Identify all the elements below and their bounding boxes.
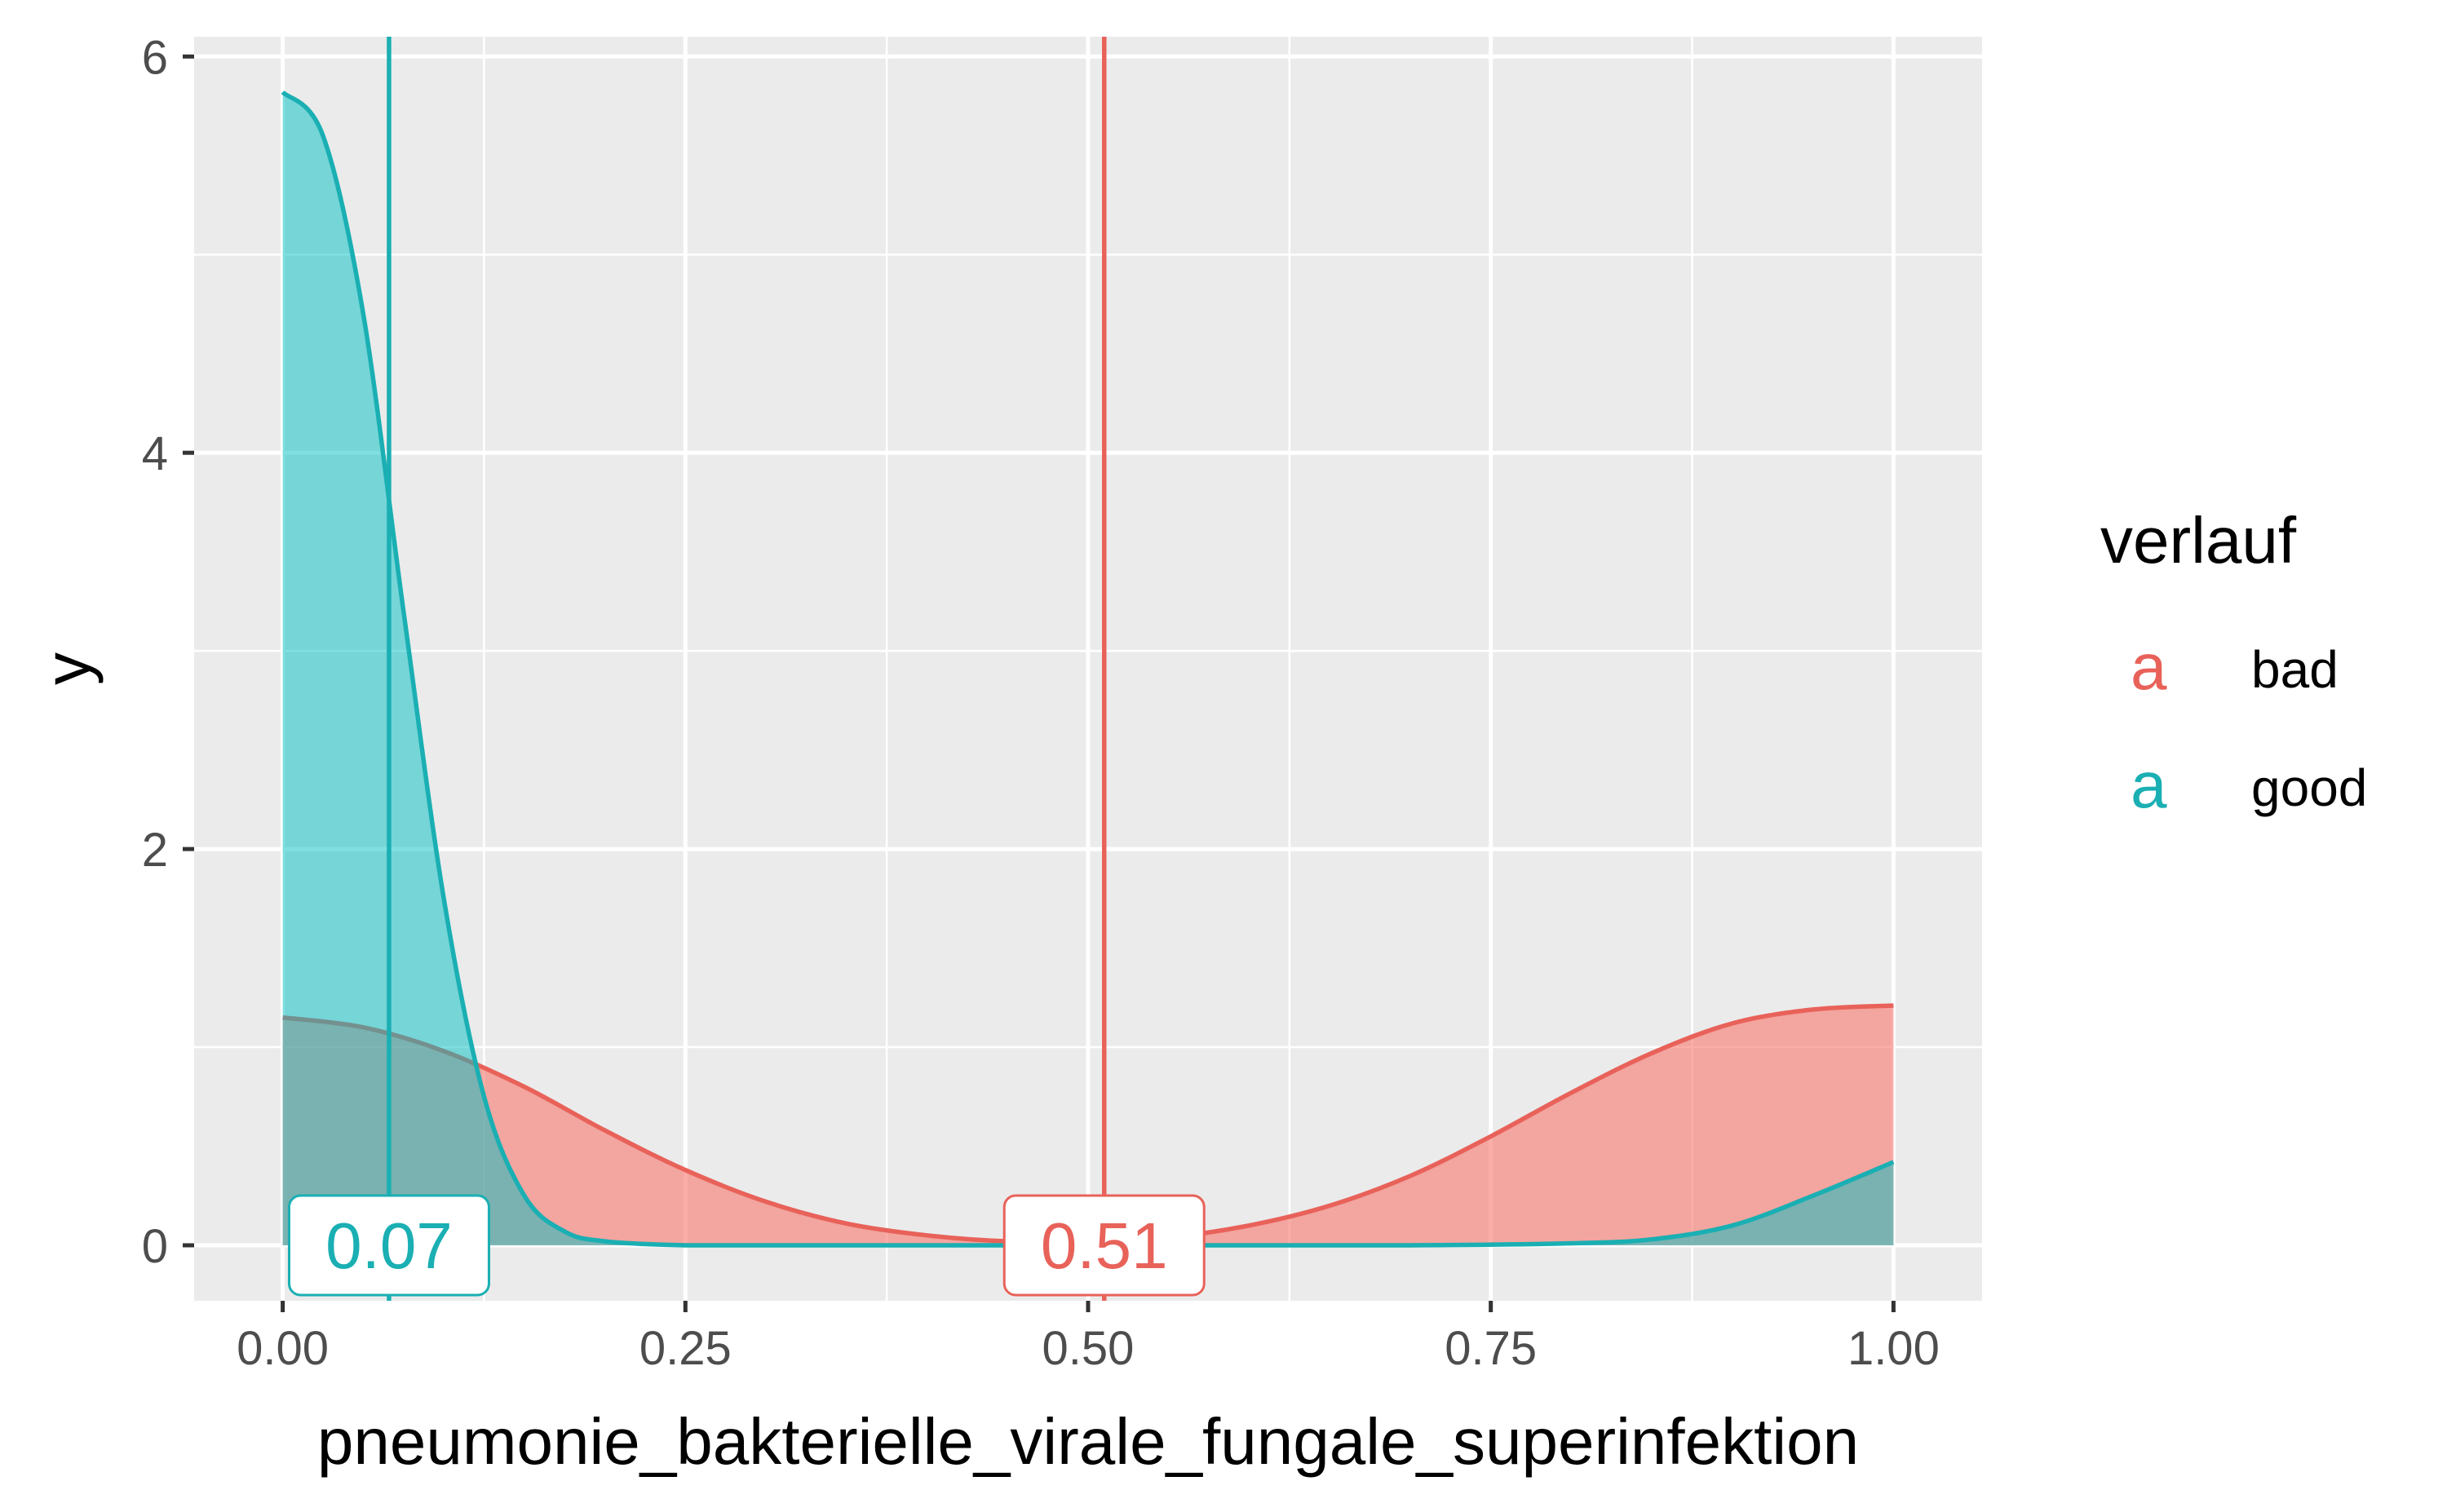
density-line-good (281, 90, 1895, 1248)
x-tick-label: 1.00 (1847, 1322, 1940, 1375)
density-area-good (282, 92, 1894, 1245)
mean-lines (387, 37, 1107, 1301)
x-axis-title: pneumonie_bakterielle_virale_fungale_sup… (317, 1405, 1859, 1478)
x-tick-label: 0.50 (1042, 1322, 1135, 1375)
y-tick-label: 6 (142, 31, 168, 84)
legend-item-good: a good (2131, 749, 2367, 821)
legend-label-good: good (2251, 758, 2367, 817)
y-tick-label: 2 (142, 824, 168, 877)
legend-key-bad: a (2131, 630, 2167, 703)
legend-label-bad: bad (2251, 640, 2339, 699)
mean-label-box-good (287, 1194, 490, 1297)
legend: verlauf a bad a good (2100, 504, 2367, 821)
legend-title: verlauf (2100, 504, 2297, 577)
y-tick-label: 0 (142, 1220, 168, 1273)
x-tick-label: 0.00 (237, 1322, 329, 1375)
x-axis: 0.00 0.25 0.50 0.75 1.00 (237, 1301, 1940, 1375)
mean-label-text-bad: 0.51 (1041, 1209, 1168, 1282)
legend-item-bad: a bad (2131, 630, 2339, 703)
mean-label-bad: 0.51 (1002, 1194, 1206, 1297)
x-tick-label: 0.75 (1445, 1322, 1537, 1375)
x-tick-label: 0.25 (639, 1322, 732, 1375)
mean-label-text-good: 0.07 (325, 1209, 453, 1282)
y-axis: 0 2 4 6 (142, 31, 194, 1273)
mean-label-box-bad (1002, 1194, 1206, 1297)
density-area-bad (282, 1006, 1894, 1245)
mean-label-good: 0.07 (287, 1194, 490, 1297)
y-axis-title: y (31, 652, 104, 685)
y-tick-label: 4 (142, 427, 168, 480)
legend-key-good: a (2131, 749, 2167, 821)
mean-labels: 0.51 0.07 (287, 1194, 1206, 1297)
